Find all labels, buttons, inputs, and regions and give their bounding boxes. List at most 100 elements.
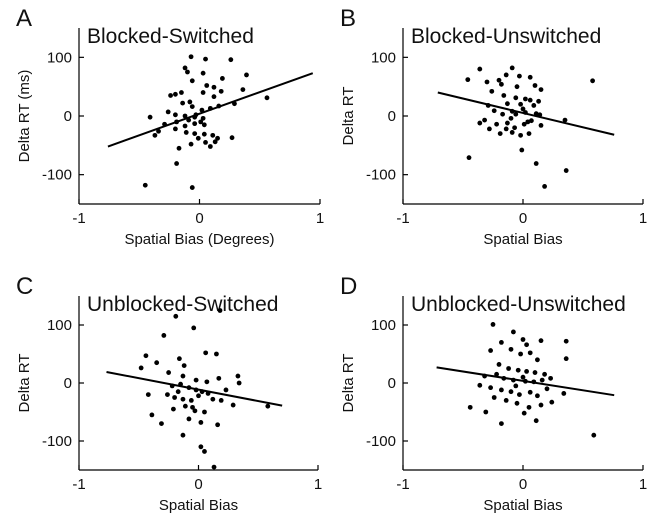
y-tick-label: -100 xyxy=(366,167,396,184)
data-point xyxy=(244,72,249,78)
panel-letter: B xyxy=(340,5,356,32)
data-point xyxy=(527,97,533,103)
x-tick-label: 1 xyxy=(639,210,647,227)
panel-title: Blocked-Unswitched xyxy=(411,25,601,48)
data-point xyxy=(506,366,511,371)
data-point xyxy=(264,95,270,101)
data-point xyxy=(532,83,538,88)
y-tick-label: -100 xyxy=(366,433,396,450)
data-point xyxy=(211,84,217,90)
data-point xyxy=(591,432,597,438)
data-point xyxy=(143,353,149,359)
x-axis-label: Spatial Bias xyxy=(483,231,562,248)
data-point xyxy=(494,371,499,377)
data-point xyxy=(563,356,569,362)
data-point xyxy=(523,96,528,102)
data-point xyxy=(223,387,229,393)
data-point xyxy=(210,132,216,138)
data-point xyxy=(173,91,178,97)
data-point xyxy=(538,402,544,408)
data-point xyxy=(518,132,523,138)
data-point xyxy=(514,400,520,406)
data-point xyxy=(174,161,180,166)
data-point xyxy=(503,126,509,132)
data-point xyxy=(180,396,186,402)
data-point xyxy=(501,93,507,98)
data-point xyxy=(179,90,184,95)
data-point xyxy=(484,79,490,85)
regression-line xyxy=(436,366,615,397)
data-point xyxy=(513,95,519,101)
data-point xyxy=(207,144,213,149)
x-axis-label: Spatial Bias (Degrees) xyxy=(124,231,274,248)
data-point xyxy=(230,402,236,408)
panel-c: -1 0 1 -100 0 100 Spatial Bias Delta RT C Unblock… xyxy=(16,273,322,514)
data-point xyxy=(520,374,526,380)
data-point xyxy=(168,93,173,98)
data-point xyxy=(505,120,510,126)
panel-letter: D xyxy=(340,273,357,300)
data-point xyxy=(200,70,206,76)
data-point xyxy=(539,377,545,383)
data-point xyxy=(188,398,194,403)
data-point xyxy=(219,76,225,81)
data-point xyxy=(527,74,533,80)
data-point xyxy=(228,57,234,63)
data-point xyxy=(142,182,148,188)
data-point xyxy=(521,410,527,416)
data-point xyxy=(182,113,188,119)
data-point xyxy=(524,342,529,348)
data-point xyxy=(203,140,208,145)
data-point xyxy=(499,387,504,393)
data-point xyxy=(204,379,210,385)
regression-line xyxy=(437,91,615,136)
data-point xyxy=(240,87,246,92)
y-tick-label: -100 xyxy=(42,433,72,450)
data-point xyxy=(488,348,493,353)
data-point xyxy=(533,161,539,166)
data-point xyxy=(192,131,198,137)
y-axis-label: Delta RT xyxy=(340,354,357,413)
x-tick-label: -1 xyxy=(72,210,85,227)
data-point xyxy=(193,377,199,383)
data-point xyxy=(535,357,540,363)
data-point xyxy=(499,340,504,345)
data-point xyxy=(173,313,179,319)
y-tick-label: 100 xyxy=(371,317,396,334)
data-point xyxy=(465,77,471,83)
data-point xyxy=(149,412,155,418)
data-point xyxy=(156,128,161,134)
data-point xyxy=(204,83,210,88)
panel-title: Unblocked-Switched xyxy=(87,293,278,316)
data-point xyxy=(211,464,217,470)
y-tick-label: 0 xyxy=(64,375,72,392)
panel-title: Blocked-Switched xyxy=(87,25,254,48)
x-tick-label: 1 xyxy=(639,476,647,493)
data-point xyxy=(218,88,224,94)
x-tick-label: 1 xyxy=(316,210,324,227)
data-point xyxy=(182,123,188,129)
panel-letter: C xyxy=(16,273,33,300)
data-point xyxy=(538,122,544,128)
data-point xyxy=(519,147,525,153)
data-point xyxy=(488,385,493,391)
data-point xyxy=(152,132,158,138)
y-tick-label: 0 xyxy=(388,108,396,125)
data-point xyxy=(482,117,487,123)
data-point xyxy=(173,126,178,132)
data-point xyxy=(188,141,194,147)
x-tick-label: 0 xyxy=(195,210,203,227)
y-axis-label: Delta RT xyxy=(16,354,33,413)
data-point xyxy=(533,418,539,424)
data-point xyxy=(186,416,192,422)
data-point xyxy=(217,308,223,313)
data-point xyxy=(561,391,567,396)
data-point xyxy=(171,406,176,412)
data-point xyxy=(496,362,502,367)
data-point xyxy=(210,396,216,402)
x-axis-label: Spatial Bias xyxy=(159,497,238,514)
data-point xyxy=(590,78,595,84)
data-point xyxy=(185,69,190,75)
data-point xyxy=(562,117,568,123)
